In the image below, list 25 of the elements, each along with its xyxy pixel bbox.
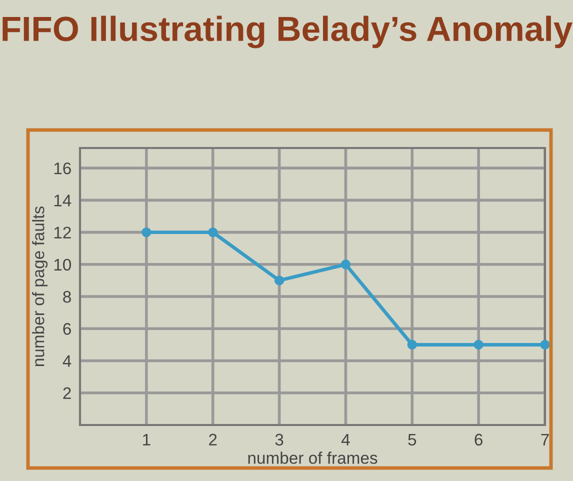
x-axis-title: number of frames (248, 452, 378, 464)
y-tick-label: 2 (63, 387, 71, 399)
point (474, 340, 484, 350)
x-tick-label: 6 (474, 434, 482, 446)
y-tick-label: 10 (54, 258, 72, 271)
y-tick-label: 12 (54, 226, 71, 238)
point (274, 276, 284, 286)
point (208, 227, 218, 238)
x-tick-label: 5 (408, 434, 416, 446)
y-tick-label: 16 (54, 162, 71, 174)
x-tick-label: 3 (275, 434, 284, 446)
point (340, 260, 351, 270)
y-axis-title: number of page faults (32, 206, 48, 366)
y-tick-label: 8 (63, 290, 71, 303)
point (407, 340, 418, 350)
y-tick-label: 14 (54, 194, 72, 206)
x-tick-label: 4 (341, 434, 350, 446)
chart-title: FIFO Illustrating Belady’s Anomaly (2, 16, 573, 48)
x-tick-label: 7 (541, 434, 549, 446)
point (540, 340, 550, 350)
x-tick-label: 2 (209, 434, 217, 446)
y-tick-label: 6 (63, 323, 71, 335)
y-tick-label: 4 (62, 355, 72, 367)
point (142, 227, 152, 238)
x-tick-label: 1 (143, 434, 150, 446)
